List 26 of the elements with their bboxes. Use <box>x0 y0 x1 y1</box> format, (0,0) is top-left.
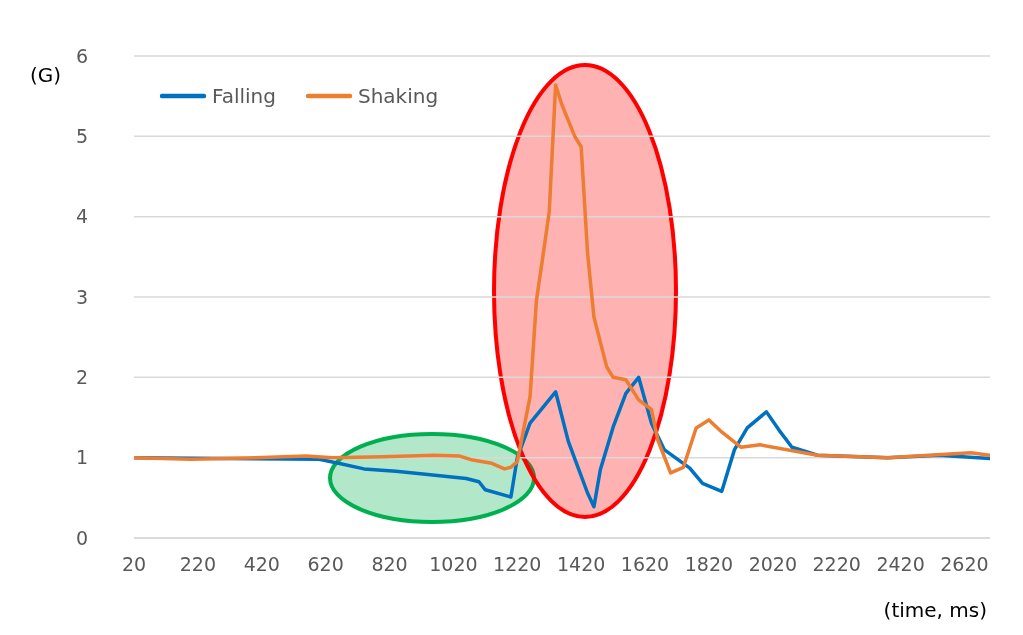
x-tick-label: 420 <box>243 553 280 576</box>
legend-label: Shaking <box>357 84 439 108</box>
line-series <box>134 83 990 475</box>
y-tick-label: 2 <box>75 366 88 389</box>
x-axis-title: (time, ms) <box>883 598 987 622</box>
x-tick-label: 2620 <box>940 553 989 576</box>
x-tick-label: 1420 <box>556 553 606 576</box>
x-tick-label: 1820 <box>684 553 734 576</box>
y-tick-label: 1 <box>75 446 88 469</box>
x-tick-label: 620 <box>307 553 344 576</box>
y-axis-title: (G) <box>30 63 62 87</box>
x-tick-label: 20 <box>121 553 147 576</box>
y-tick-label: 3 <box>75 285 88 308</box>
legend-label: Falling <box>212 84 276 108</box>
x-tick-label: 820 <box>371 553 408 576</box>
x-tick-label: 2020 <box>748 553 797 576</box>
x-tick-label: 220 <box>179 553 217 576</box>
x-tick-label: 2420 <box>876 553 925 576</box>
y-tick-label: 4 <box>75 205 88 228</box>
y-tick-label: 6 <box>75 44 88 67</box>
x-tick-label: 2220 <box>812 553 861 576</box>
x-tick-label: 1620 <box>620 553 670 576</box>
x-tick-label: 1020 <box>429 553 478 576</box>
y-tick-label: 5 <box>75 125 88 148</box>
x-tick-label: 1220 <box>493 553 542 576</box>
y-tick-label: 0 <box>75 526 88 549</box>
